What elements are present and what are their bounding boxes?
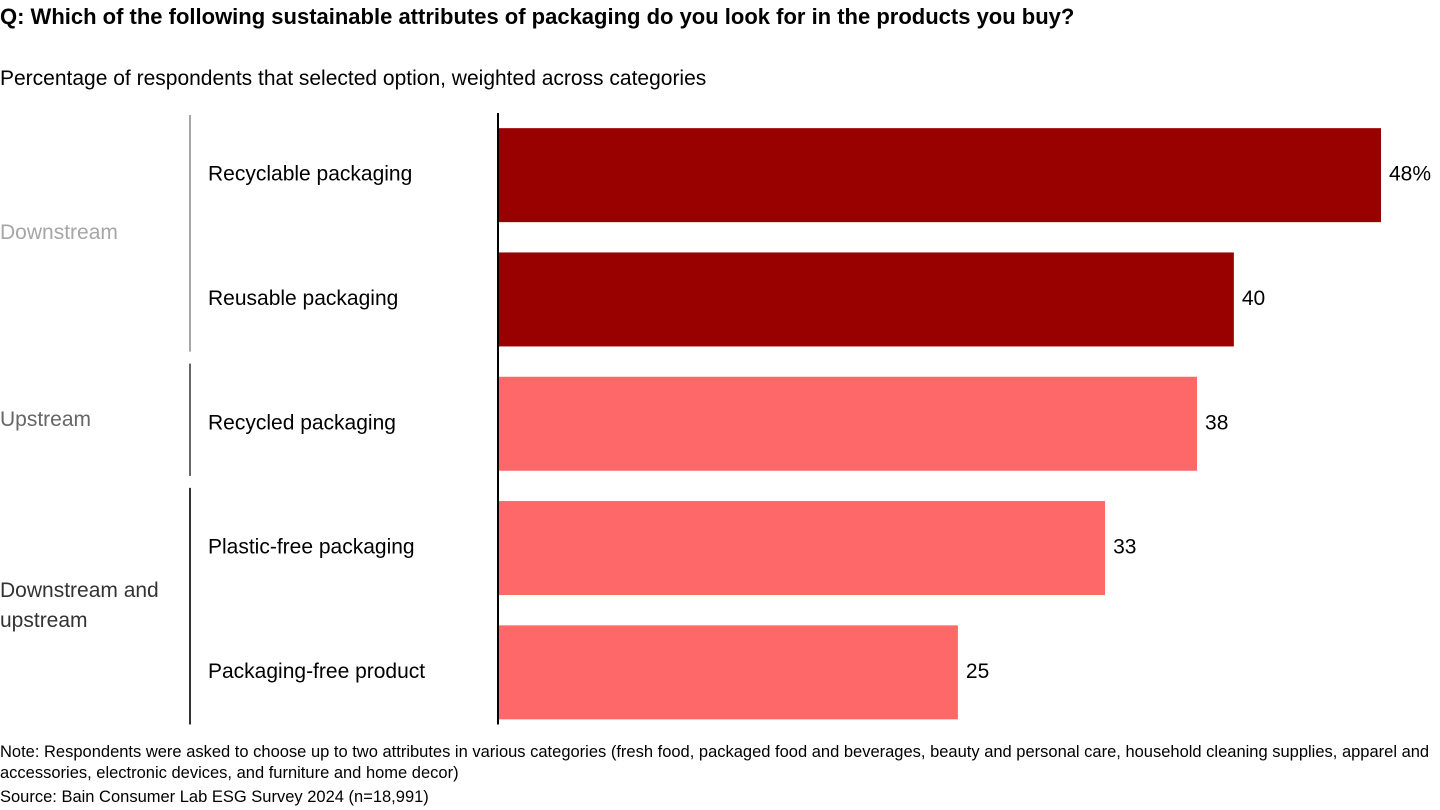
source: Source: Bain Consumer Lab ESG Survey 202… bbox=[0, 788, 429, 806]
group-label: Downstream bbox=[0, 221, 118, 245]
value-label: 48% bbox=[1389, 163, 1431, 186]
value-label: 40 bbox=[1242, 287, 1265, 310]
category-label: Reusable packaging bbox=[208, 287, 398, 310]
value-label: 33 bbox=[1113, 536, 1136, 559]
bar bbox=[498, 625, 958, 720]
bar bbox=[498, 252, 1234, 347]
group-label: Upstream bbox=[0, 407, 92, 431]
category-label: Packaging-free product bbox=[208, 660, 425, 683]
chart-subtitle: Percentage of respondents that selected … bbox=[0, 67, 707, 90]
note: Note: Respondents were asked to choose u… bbox=[0, 743, 1430, 782]
value-label: 38 bbox=[1205, 411, 1228, 434]
bar bbox=[498, 128, 1381, 223]
bar bbox=[498, 376, 1198, 471]
category-label: Recycled packaging bbox=[208, 411, 396, 434]
bar bbox=[498, 501, 1106, 596]
group-label: Downstream and upstream bbox=[0, 579, 159, 633]
value-label: 25 bbox=[966, 660, 989, 683]
chart-title: Q: Which of the following sustainable at… bbox=[0, 4, 1075, 29]
category-label: Plastic-free packaging bbox=[208, 536, 415, 559]
category-label: Recyclable packaging bbox=[208, 163, 412, 186]
